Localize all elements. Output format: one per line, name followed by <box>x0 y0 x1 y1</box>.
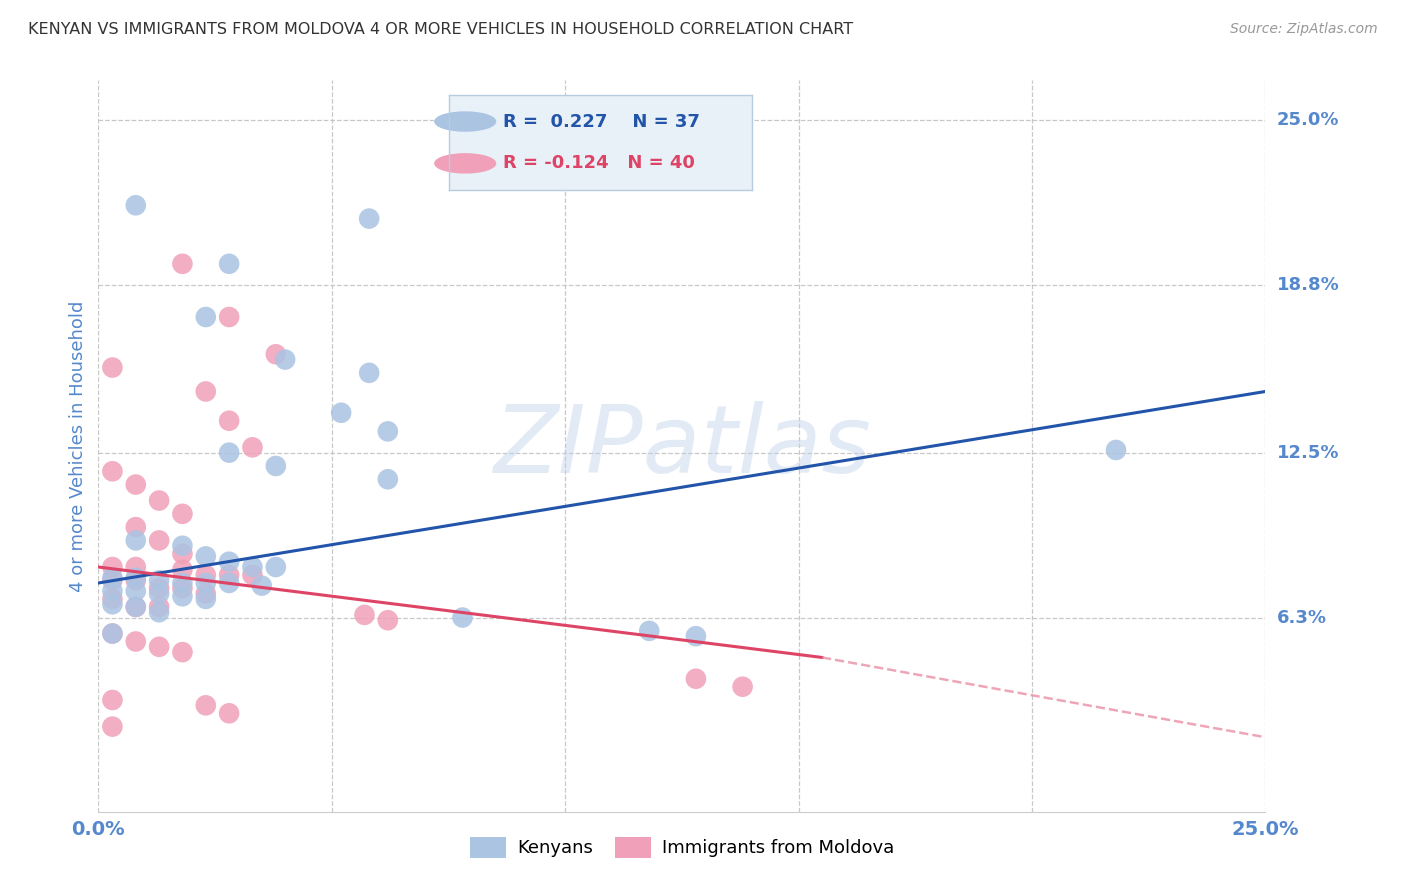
Point <box>101 360 124 375</box>
Point <box>148 586 170 600</box>
Point <box>250 579 273 593</box>
Point <box>194 586 217 600</box>
Text: 6.3%: 6.3% <box>1277 608 1326 626</box>
Point <box>264 347 287 361</box>
Text: ZIPatlas: ZIPatlas <box>494 401 870 491</box>
Point <box>101 693 124 707</box>
Point <box>172 645 194 659</box>
Point <box>377 472 399 486</box>
Point <box>242 440 264 454</box>
Point <box>242 560 264 574</box>
Point <box>1105 442 1128 457</box>
Point <box>101 574 124 588</box>
Point <box>101 597 124 611</box>
Point <box>194 698 217 713</box>
Point <box>194 576 217 591</box>
Point <box>359 366 381 380</box>
Point <box>125 533 148 548</box>
Point <box>172 563 194 577</box>
Point <box>194 549 217 564</box>
Point <box>194 568 217 582</box>
Point <box>242 568 264 582</box>
Point <box>218 445 240 459</box>
Point <box>218 568 240 582</box>
Point <box>194 384 217 399</box>
Point <box>172 507 194 521</box>
Point <box>125 634 148 648</box>
Point <box>274 352 297 367</box>
Point <box>148 533 170 548</box>
Point <box>148 599 170 614</box>
Point <box>218 706 240 721</box>
Point <box>125 571 148 585</box>
Point <box>685 629 707 643</box>
Point <box>685 672 707 686</box>
Point <box>264 458 287 473</box>
Circle shape <box>434 153 495 173</box>
Point <box>125 584 148 599</box>
Point <box>125 520 148 534</box>
Text: 18.8%: 18.8% <box>1277 277 1340 294</box>
Text: 12.5%: 12.5% <box>1277 443 1339 462</box>
Point <box>330 406 353 420</box>
Legend: Kenyans, Immigrants from Moldova: Kenyans, Immigrants from Moldova <box>463 830 901 865</box>
Point <box>218 310 240 324</box>
Point <box>101 626 124 640</box>
Point <box>101 584 124 599</box>
Point <box>451 610 474 624</box>
Point <box>194 591 217 606</box>
Point <box>172 547 194 561</box>
Circle shape <box>434 112 495 131</box>
Point <box>172 257 194 271</box>
Point <box>377 613 399 627</box>
Text: KENYAN VS IMMIGRANTS FROM MOLDOVA 4 OR MORE VEHICLES IN HOUSEHOLD CORRELATION CH: KENYAN VS IMMIGRANTS FROM MOLDOVA 4 OR M… <box>28 22 853 37</box>
Point <box>172 576 194 591</box>
Point <box>172 582 194 596</box>
Point <box>125 477 148 491</box>
Point <box>172 539 194 553</box>
Point <box>125 560 148 574</box>
Point <box>218 414 240 428</box>
Point <box>148 493 170 508</box>
Text: R =  0.227    N = 37: R = 0.227 N = 37 <box>503 112 700 130</box>
Point <box>101 464 124 478</box>
Point <box>359 211 381 226</box>
Point <box>101 626 124 640</box>
Point <box>638 624 661 638</box>
Point <box>218 257 240 271</box>
Point <box>264 560 287 574</box>
Point <box>218 576 240 591</box>
Point <box>194 310 217 324</box>
Point <box>101 571 124 585</box>
Point <box>148 605 170 619</box>
Text: R = -0.124   N = 40: R = -0.124 N = 40 <box>503 154 695 172</box>
Point <box>101 720 124 734</box>
Point <box>125 599 148 614</box>
Y-axis label: 4 or more Vehicles in Household: 4 or more Vehicles in Household <box>69 301 87 591</box>
Point <box>101 591 124 606</box>
Point <box>353 607 375 622</box>
Point <box>377 425 399 439</box>
Point <box>148 582 170 596</box>
Point <box>125 599 148 614</box>
Point <box>148 574 170 588</box>
Point <box>148 640 170 654</box>
Text: Source: ZipAtlas.com: Source: ZipAtlas.com <box>1230 22 1378 37</box>
Text: 25.0%: 25.0% <box>1277 112 1339 129</box>
Point <box>125 574 148 588</box>
Point <box>125 198 148 212</box>
Point <box>731 680 754 694</box>
Point <box>218 555 240 569</box>
Point <box>172 589 194 603</box>
Point <box>101 560 124 574</box>
